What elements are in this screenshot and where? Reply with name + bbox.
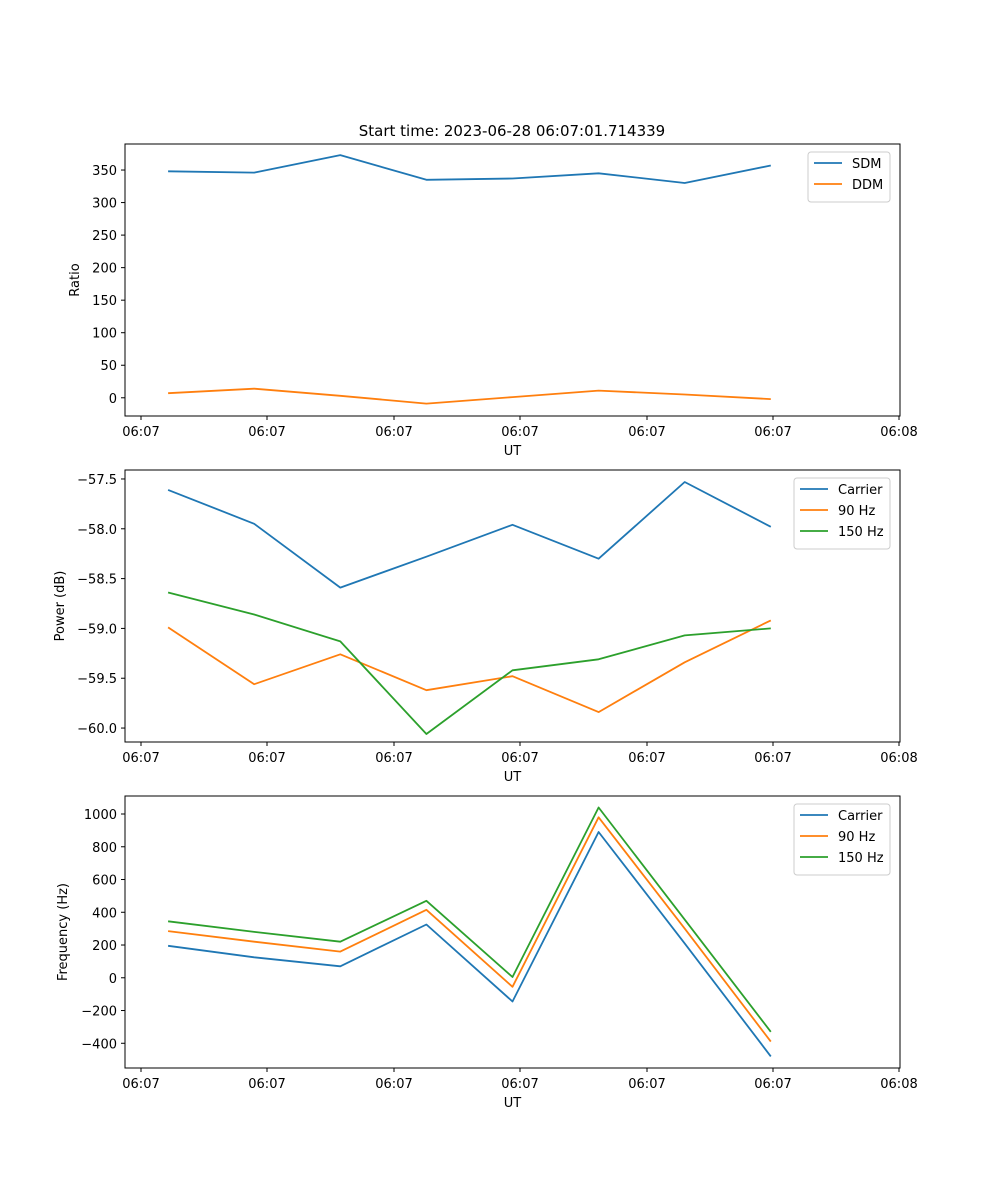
y-tick-label: 150 <box>92 294 117 309</box>
legend-label: DDM <box>852 178 883 193</box>
series-line-carrier <box>167 481 772 589</box>
legend-label: 150 Hz <box>838 851 884 866</box>
legend-label: 90 Hz <box>838 504 875 519</box>
y-tick-label: 200 <box>92 939 117 954</box>
y-tick-label: 50 <box>100 359 117 374</box>
x-tick-label: 06:07 <box>754 1077 791 1092</box>
y-axis-label: Ratio <box>68 263 83 296</box>
series-line-ddm <box>168 387 771 405</box>
x-tick-label: 06:07 <box>122 425 159 440</box>
series-line-150-hz <box>167 806 772 1033</box>
legend-label: 90 Hz <box>838 830 875 845</box>
y-tick-label: −60.0 <box>77 722 117 737</box>
figure-title: Start time: 2023-06-28 06:07:01.714339 <box>359 122 665 140</box>
x-axis-label: UT <box>504 1096 522 1111</box>
x-tick-label: 06:08 <box>880 1077 917 1092</box>
legend-label: Carrier <box>838 809 883 824</box>
y-tick-label: −58.0 <box>77 523 117 538</box>
x-tick-label: 06:07 <box>248 751 285 766</box>
y-tick-label: −58.5 <box>77 573 117 588</box>
x-tick-label: 06:07 <box>375 1077 412 1092</box>
y-tick-label: −200 <box>81 1005 117 1020</box>
y-tick-label: 800 <box>92 841 117 856</box>
series-line-sdm <box>168 154 771 184</box>
legend-label: Carrier <box>838 483 883 498</box>
x-tick-label: 06:08 <box>880 751 917 766</box>
series-line-90-hz <box>167 619 772 713</box>
y-tick-label: 0 <box>109 392 117 407</box>
y-axis-label: Power (dB) <box>53 571 68 642</box>
x-tick-label: 06:07 <box>248 425 285 440</box>
y-tick-label: 1000 <box>84 808 117 823</box>
panels: 06:07 06:07 06:07 06:07 06:07 06:07 06:08 0 50 10… <box>53 143 918 1111</box>
legend <box>807 151 891 203</box>
y-tick-label: 600 <box>92 874 117 889</box>
y-tick-label: 300 <box>92 197 117 212</box>
legend-label: 150 Hz <box>838 525 884 540</box>
y-tick-label: 400 <box>92 906 117 921</box>
x-tick-label: 06:07 <box>501 425 538 440</box>
x-tick-label: 06:07 <box>375 425 412 440</box>
axes-frame <box>124 469 901 743</box>
chart-panel-2: 06:07 06:07 06:07 06:07 06:07 06:07 06:08 −60.0… <box>53 469 918 785</box>
axes-frame <box>124 795 901 1069</box>
y-tick-label: 200 <box>92 262 117 277</box>
y-tick-label: −57.5 <box>77 473 117 488</box>
x-tick-label: 06:07 <box>628 751 665 766</box>
y-tick-label: 0 <box>109 972 117 987</box>
x-tick-label: 06:07 <box>122 751 159 766</box>
x-tick-label: 06:07 <box>754 425 791 440</box>
y-tick-label: 250 <box>92 229 117 244</box>
x-tick-label: 06:07 <box>628 425 665 440</box>
x-tick-label: 06:07 <box>754 751 791 766</box>
x-tick-label: 06:07 <box>122 1077 159 1092</box>
axes-frame <box>124 143 901 417</box>
y-tick-label: −59.0 <box>77 622 117 637</box>
chart-panel-1: 06:07 06:07 06:07 06:07 06:07 06:07 06:08 0 50 10… <box>68 143 918 459</box>
series-line-carrier <box>167 831 772 1057</box>
y-tick-label: 350 <box>92 164 117 179</box>
y-tick-label: −400 <box>81 1037 117 1052</box>
x-tick-label: 06:08 <box>880 425 917 440</box>
x-tick-label: 06:07 <box>501 751 538 766</box>
chart-panel-3: 06:07 06:07 06:07 06:07 06:07 06:07 06:08 −400 −… <box>56 795 918 1111</box>
x-tick-label: 06:07 <box>248 1077 285 1092</box>
x-tick-label: 06:07 <box>628 1077 665 1092</box>
y-tick-label: −59.5 <box>77 672 117 687</box>
x-tick-label: 06:07 <box>375 751 412 766</box>
x-tick-label: 06:07 <box>501 1077 538 1092</box>
series-line-150-hz <box>167 591 771 735</box>
x-axis-label: UT <box>504 770 522 785</box>
series-line-90-hz <box>167 816 772 1043</box>
x-axis-label: UT <box>504 444 522 459</box>
y-axis-label: Frequency (Hz) <box>56 883 71 981</box>
y-tick-label: 100 <box>92 327 117 342</box>
legend-label: SDM <box>852 157 881 172</box>
